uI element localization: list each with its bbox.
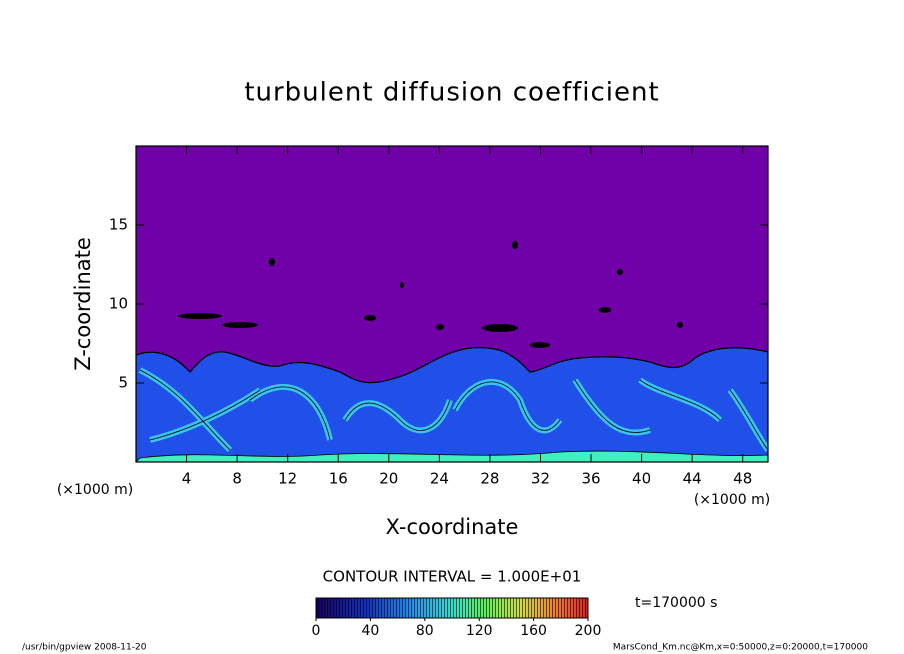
colorbar-tick-label: 160 <box>520 623 547 639</box>
field-specks <box>178 241 683 348</box>
x-tick-label: 24 <box>430 470 449 488</box>
time-label: t=170000 s <box>635 595 717 611</box>
x-tick-label: 28 <box>480 470 499 488</box>
x-tick-label: 8 <box>232 470 242 488</box>
field-bottom <box>136 450 768 462</box>
colorbar-tick-label: 80 <box>416 623 434 639</box>
x-tick-label: 32 <box>531 470 550 488</box>
x-tick-label: 12 <box>278 470 297 488</box>
colorbar-tick-label: 40 <box>361 623 379 639</box>
contour-field <box>136 146 768 462</box>
y-tick-label: 5 <box>118 374 128 392</box>
x-tick-label: 44 <box>683 470 702 488</box>
y-tick-label: 15 <box>109 216 128 234</box>
field-region <box>136 346 768 462</box>
colorbar-tick-label: 200 <box>575 623 602 639</box>
footer-right: MarsCond_Km.nc@Km,x=0:50000,z=0:20000,t=… <box>613 643 868 653</box>
footer-left: /usr/bin/gpview 2008-11-20 <box>22 643 147 653</box>
x-tick-label: 40 <box>632 470 651 488</box>
y-tick-label: 10 <box>109 295 128 313</box>
x-unit-left: (×1000 m) <box>57 482 133 498</box>
field-contour <box>139 369 768 451</box>
x-tick-label: 20 <box>379 470 398 488</box>
contour-interval: CONTOUR INTERVAL = 1.000E+01 <box>323 568 582 586</box>
x-tick-label: 16 <box>329 470 348 488</box>
colorbar-tick-label: 0 <box>312 623 321 639</box>
x-tick-label: 4 <box>182 470 192 488</box>
x-axis-label: X-coordinate <box>386 515 519 539</box>
x-tick-label: 36 <box>581 470 600 488</box>
chart-title: turbulent diffusion coefficient <box>244 78 659 108</box>
colorbar-contours <box>315 597 589 619</box>
x-tick-label: 48 <box>733 470 752 488</box>
y-axis-label: Z-coordinate <box>71 237 95 371</box>
x-unit-right: (×1000 m) <box>694 492 770 508</box>
colorbar-tick-label: 120 <box>466 623 493 639</box>
